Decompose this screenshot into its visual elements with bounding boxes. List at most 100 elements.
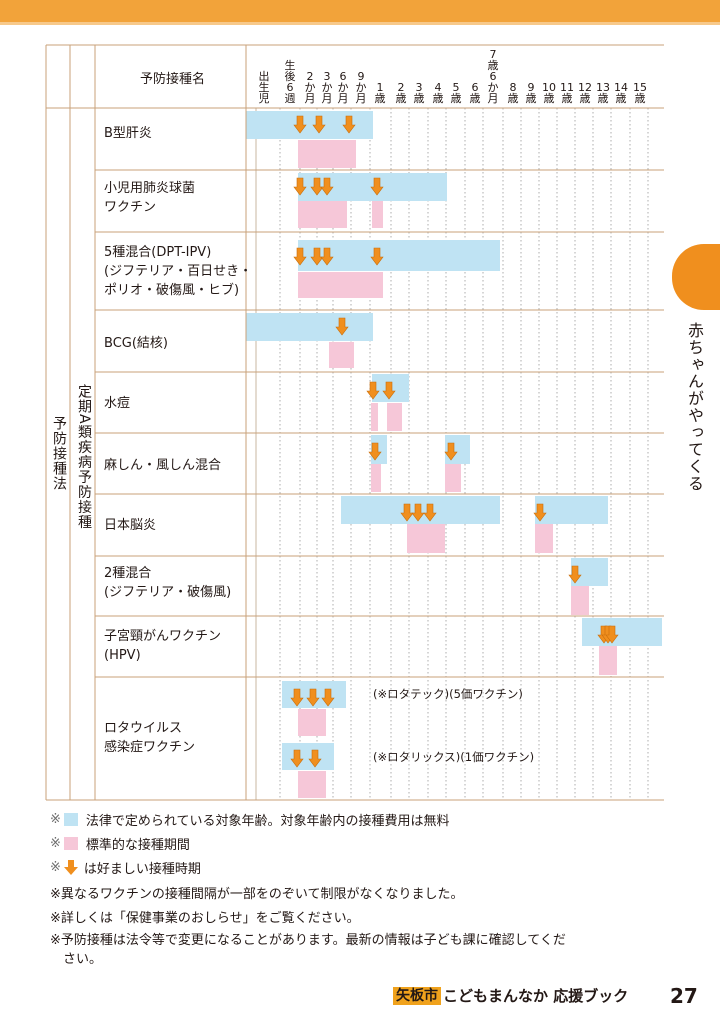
down-arrow-icon [423, 503, 437, 522]
standard-period-bar [298, 709, 326, 736]
age-label: 6 か 月 [337, 70, 349, 105]
top-accent-bar [0, 0, 720, 22]
legend-pink: ※ 標準的な接種期間 [50, 834, 190, 853]
age-label: 12 歳 [578, 81, 592, 105]
standard-period-bar [298, 272, 383, 298]
down-arrow-icon [320, 247, 334, 266]
vaccine-name: 日本脳炎 [104, 518, 157, 533]
down-arrow-icon [290, 688, 304, 707]
down-arrow-icon [370, 247, 384, 266]
age-label: 10 歳 [542, 81, 556, 105]
age-label: 6 歳 [469, 81, 481, 105]
legal-age-bar [246, 313, 373, 341]
legal-age-bar [298, 240, 500, 271]
age-label: 14 歳 [614, 81, 628, 105]
footnote-2: ※詳しくは「保健事業のおしらせ」をご覧ください。 [50, 911, 360, 926]
down-arrow-icon [533, 503, 547, 522]
side-tab-label: 赤ちゃんがやってくる [685, 322, 704, 492]
legend-pink-text: 標準的な接種期間 [85, 837, 190, 853]
down-arrow-icon [310, 247, 324, 266]
down-arrow-icon [293, 247, 307, 266]
vaccine-name: B型肝炎 [104, 126, 152, 141]
down-arrow-icon [382, 381, 396, 400]
age-label: 生 後 6 週 [284, 59, 296, 105]
age-label: 13 歳 [596, 81, 610, 105]
age-label: 11 歳 [560, 81, 574, 105]
vaccine-name: 麻しん・風しん混合 [104, 458, 222, 473]
age-label: 3 歳 [413, 81, 425, 105]
down-arrow-icon [321, 688, 335, 707]
down-arrow-icon [293, 115, 307, 134]
standard-period-bar [298, 140, 356, 168]
standard-period-bar [571, 586, 589, 615]
page-number: 27 [670, 984, 698, 1008]
age-label: 2 歳 [395, 81, 407, 105]
legal-age-bar [535, 496, 608, 524]
down-arrow-icon [411, 503, 425, 522]
age-label: 9 歳 [525, 81, 537, 105]
standard-period-bar [535, 524, 553, 553]
down-arrow-icon [312, 115, 326, 134]
side-tab [672, 244, 720, 310]
vaccine-name: 小児用肺炎球菌 ワクチン [104, 181, 196, 215]
book-title: こどもまんなか 応援ブック [443, 987, 629, 1005]
age-label: 5 歳 [450, 81, 462, 105]
category-label: 定期A類疾病予防接種 [76, 384, 92, 530]
standard-period-bar [298, 200, 347, 228]
age-label: 8 歳 [507, 81, 519, 105]
rotarix-note: (※ロタリックス)(1価ワクチン) [373, 750, 535, 764]
down-arrow-icon [444, 442, 458, 461]
age-label: 7 歳 6 か 月 [487, 48, 499, 105]
vaccine-name: BCG(結核) [104, 336, 168, 351]
down-arrow-icon [400, 503, 414, 522]
down-arrow-icon [368, 442, 382, 461]
down-arrow-icon [342, 115, 356, 134]
down-arrow-icon [568, 565, 582, 584]
down-arrow-icon [63, 859, 78, 875]
age-label: 出 生 児 [258, 70, 270, 105]
vaccine-column-title: 予防接種名 [139, 72, 205, 87]
age-label: 3 か 月 [321, 70, 333, 105]
age-label: 15 歳 [633, 81, 647, 105]
standard-period-bar [407, 524, 445, 553]
standard-period-bar [599, 646, 617, 675]
legend-mark: ※ [50, 811, 61, 827]
down-arrow-icon [366, 381, 380, 400]
legend-blue: ※ 法律で定められている対象年齢。対象年齢内の接種費用は無料 [50, 810, 450, 829]
standard-period-bar [329, 342, 354, 368]
age-label: 2 か 月 [304, 70, 316, 105]
vaccine-name: 水痘 [104, 396, 131, 411]
footnote-1: ※異なるワクチンの接種間隔が一部をのぞいて制限がなくなりました。 [50, 887, 464, 902]
standard-period-bar [372, 200, 383, 228]
age-label: 9 か 月 [355, 70, 367, 105]
legend-mark: ※ [50, 835, 61, 851]
age-label: 4 歳 [432, 81, 444, 105]
legend-pink-swatch [63, 836, 78, 850]
legal-age-bar [582, 618, 662, 646]
standard-period-bar [371, 464, 381, 492]
law-label: 予防接種法 [51, 416, 67, 491]
footnote-3: ※予防接種は法令等で変更になることがあります。最新の情報は子ども課に確認してくだ… [50, 933, 566, 967]
vaccine-name: 子宮頸がんワクチン (HPV) [104, 629, 222, 663]
down-arrow-icon [320, 177, 334, 196]
standard-period-bar [387, 403, 402, 431]
legal-age-bar [282, 743, 334, 770]
legend-arrow-text: は好ましい接種時期 [83, 861, 201, 877]
down-arrow-icon [335, 317, 349, 336]
vaccine-name: 2種混合 (ジフテリア・破傷風) [104, 566, 232, 600]
down-arrow-icon [308, 749, 322, 768]
down-arrow-icon [370, 177, 384, 196]
standard-period-bar [298, 771, 326, 798]
city-name: 矢板市 [393, 986, 441, 1005]
legend-arrow: ※ は好ましい接種時期 [50, 858, 201, 877]
vaccine-name: 5種混合(DPT-IPV) (ジフテリア・百日せき・ ポリオ・破傷風・ヒブ) [104, 245, 253, 298]
legend-blue-text: 法律で定められている対象年齢。対象年齢内の接種費用は無料 [85, 813, 450, 829]
vaccine-name: ロタウイルス 感染症ワクチン [104, 721, 196, 755]
legend-mark: ※ [50, 859, 61, 875]
top-accent-bar-light [0, 22, 720, 25]
down-arrow-icon [605, 625, 619, 644]
rotateq-note: (※ロタテック)(5価ワクチン) [373, 687, 523, 701]
footer-brand: 矢板市 こどもまんなか 応援ブック [393, 985, 628, 1006]
legend-blue-swatch [63, 812, 78, 826]
